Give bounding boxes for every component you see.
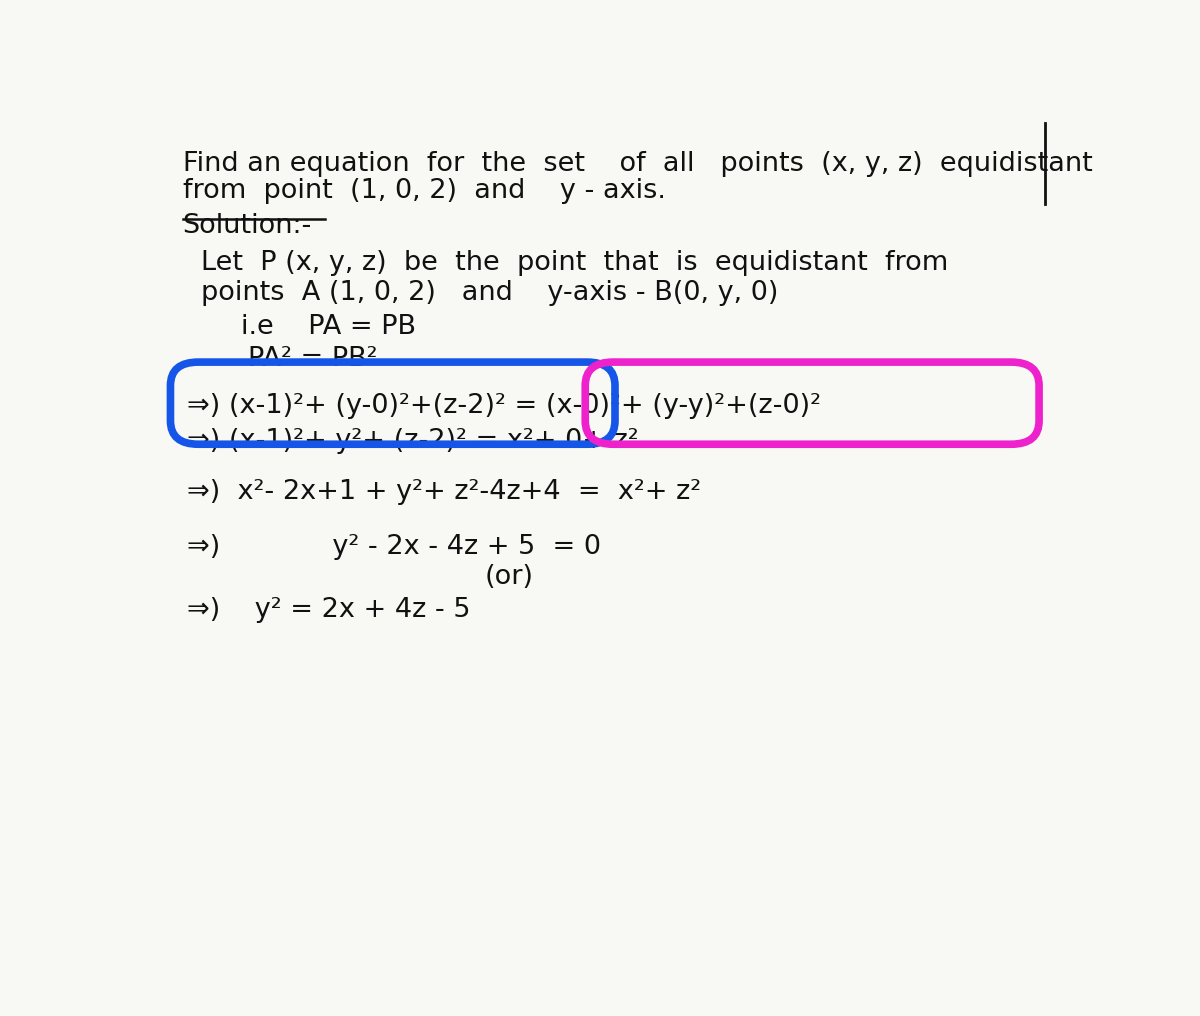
Text: ⇒) (x-1)²+ (y-0)²+(z-2)² = (x-0)²+ (y-y)²+(z-0)²: ⇒) (x-1)²+ (y-0)²+(z-2)² = (x-0)²+ (y-y)… — [187, 393, 821, 420]
Text: ⇒) (x-1)²+ y²+ (z-2)² = x²+ 0+ z²: ⇒) (x-1)²+ y²+ (z-2)² = x²+ 0+ z² — [187, 428, 638, 454]
Text: Find an equation  for  the  set    of  all   points  (x, y, z)  equidistant: Find an equation for the set of all poin… — [182, 150, 1092, 177]
Text: Let  P (x, y, z)  be  the  point  that  is  equidistant  from: Let P (x, y, z) be the point that is equ… — [202, 250, 948, 276]
Text: ⇒)             y² - 2x - 4z + 5  = 0: ⇒) y² - 2x - 4z + 5 = 0 — [187, 534, 601, 560]
Text: PA² = PB²: PA² = PB² — [247, 345, 377, 372]
Text: points  A (1, 0, 2)   and    y-axis - B(0, y, 0): points A (1, 0, 2) and y-axis - B(0, y, … — [202, 280, 779, 306]
Text: i.e    PA = PB: i.e PA = PB — [241, 314, 416, 340]
Text: from  point  (1, 0, 2)  and    y - axis.: from point (1, 0, 2) and y - axis. — [182, 178, 666, 204]
Text: (or): (or) — [485, 564, 534, 590]
Text: Solution:-: Solution:- — [182, 212, 312, 239]
Text: ⇒)  x²- 2x+1 + y²+ z²-4z+4  =  x²+ z²: ⇒) x²- 2x+1 + y²+ z²-4z+4 = x²+ z² — [187, 480, 701, 505]
Text: ⇒)    y² = 2x + 4z - 5: ⇒) y² = 2x + 4z - 5 — [187, 596, 470, 623]
